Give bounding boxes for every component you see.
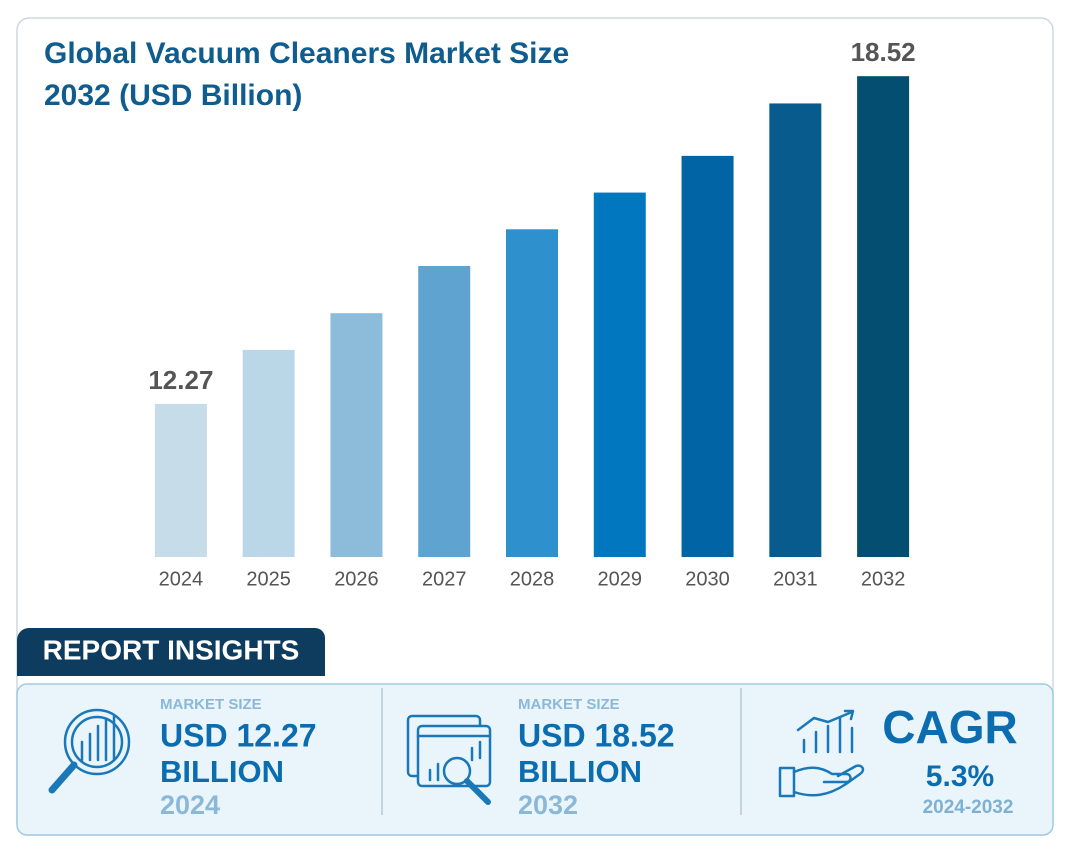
card-value: USD 12.27 <box>160 717 317 753</box>
x-tick-label: 2028 <box>510 568 555 590</box>
card-label: MARKET SIZE <box>160 696 262 713</box>
chart-title: Global Vacuum Cleaners Market Size <box>44 37 569 70</box>
insights-tab <box>17 628 325 676</box>
x-tick-label: 2027 <box>422 568 467 590</box>
magnifier-icon <box>48 708 131 794</box>
x-tick-label: 2026 <box>334 568 379 590</box>
insights-title: REPORT INSIGHTS <box>43 634 300 665</box>
bar <box>769 103 822 557</box>
bar <box>418 265 471 557</box>
cagr-period: 2024-2032 <box>923 797 1014 818</box>
x-tick-label: 2032 <box>861 568 906 590</box>
value-label: 18.52 <box>851 37 916 67</box>
bar <box>242 349 295 557</box>
plot: 2024 12.27 2025 2026 2027 2028 2029 2030 2031 203… <box>148 37 915 590</box>
card-year: 2024 <box>160 790 220 820</box>
cagr-value: 5.3% <box>926 760 994 793</box>
x-tick-label: 2025 <box>246 568 291 590</box>
report-icon <box>406 714 492 805</box>
card-value: USD 18.52 <box>518 717 675 753</box>
bar <box>154 403 207 557</box>
x-tick-label: 2024 <box>159 568 204 590</box>
card-year: 2032 <box>518 790 578 820</box>
growth-hand-icon <box>778 709 865 798</box>
card-unit: BILLION <box>518 754 642 789</box>
card-unit: BILLION <box>160 754 284 789</box>
x-tick-label: 2031 <box>773 568 818 590</box>
bar <box>506 229 558 557</box>
card-label: MARKET SIZE <box>518 696 620 713</box>
bar <box>857 76 910 557</box>
chart-title-line2: 2032 (USD Billion) <box>44 79 302 112</box>
x-tick-label: 2029 <box>598 568 643 590</box>
bar <box>593 192 646 557</box>
bar <box>681 155 734 557</box>
cagr-label: CAGR <box>882 701 1017 753</box>
x-tick-label: 2030 <box>685 568 730 590</box>
value-label: 12.27 <box>148 365 213 395</box>
bar <box>330 313 383 557</box>
